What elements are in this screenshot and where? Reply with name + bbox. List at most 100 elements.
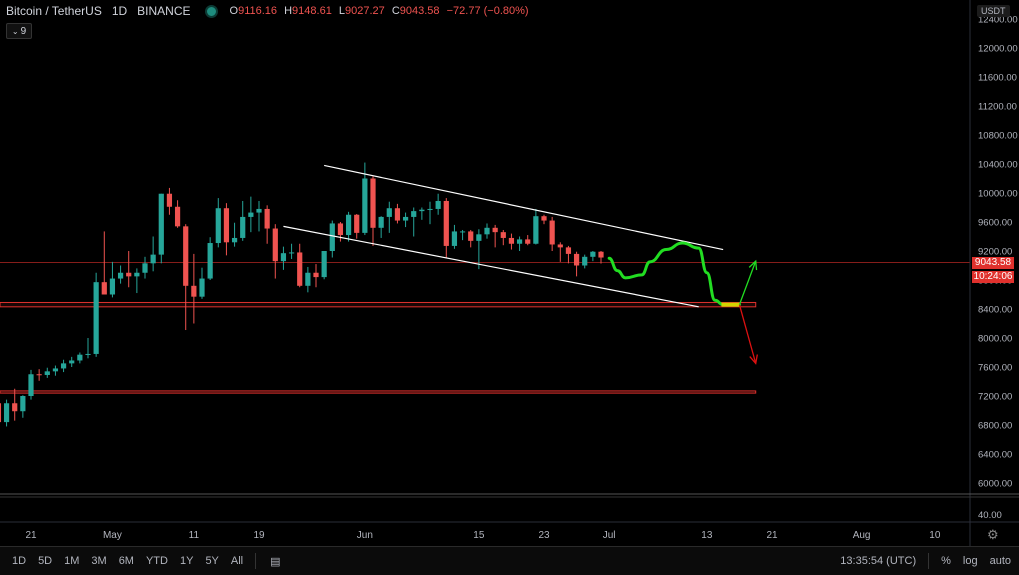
candle-body <box>28 374 34 396</box>
candle-body <box>468 231 474 241</box>
price-tick-label: 6800.00 <box>978 421 1012 432</box>
candle-body <box>402 216 409 221</box>
candle-body <box>240 216 246 238</box>
timeframe-1m[interactable]: 1M <box>64 555 80 567</box>
candle-body <box>166 193 173 207</box>
candle-body <box>0 403 2 423</box>
high-value: 9148.61 <box>292 5 332 17</box>
indicators-toggle-button[interactable]: ⌄ 9 <box>6 23 32 39</box>
candle-body <box>345 214 352 236</box>
timeframe-1y[interactable]: 1Y <box>179 555 194 567</box>
timeframe-5y[interactable]: 5Y <box>205 555 219 567</box>
currency-badge[interactable]: USDT <box>977 5 1010 17</box>
date-tick-label: 10 <box>929 530 941 541</box>
candle-body <box>541 216 547 221</box>
date-range-calendar-icon[interactable]: ▤ <box>270 555 281 568</box>
candle-body <box>533 216 539 244</box>
candle-body <box>85 353 91 355</box>
date-tick-label: 23 <box>538 530 550 541</box>
candle-body <box>476 234 482 241</box>
candle-body <box>60 363 67 369</box>
price-tick-label: 12000.00 <box>978 44 1018 55</box>
candle-body <box>248 212 254 217</box>
price-tick-label: 6400.00 <box>978 450 1012 461</box>
price-tick-label: 10400.00 <box>978 160 1018 171</box>
price-tick-label: 9200.00 <box>978 247 1012 258</box>
candle-body <box>215 208 221 244</box>
candle-body <box>231 237 238 243</box>
candle-body <box>427 208 433 210</box>
candle-body <box>582 256 588 266</box>
candle-body <box>508 237 515 244</box>
candle-body <box>419 209 425 212</box>
timeframe-all[interactable]: All <box>230 555 244 567</box>
utc-clock[interactable]: 13:35:54 (UTC) <box>840 555 917 567</box>
close-value: 9043.58 <box>399 5 440 17</box>
price-tick-label: 9600.00 <box>978 218 1012 229</box>
candle-body <box>378 216 384 228</box>
chevron-down-icon: ⌄ <box>11 26 19 36</box>
candle-body <box>272 228 278 262</box>
indicator-tick-label: 40.00 <box>978 510 1002 521</box>
candle-body <box>20 396 26 412</box>
percent-scale-toggle[interactable]: % <box>941 555 951 567</box>
candle-body <box>223 208 230 243</box>
chart-legend: Bitcoin / TetherUS 1D BINANCE O9116.16 H… <box>6 4 533 18</box>
candle-body <box>134 272 140 277</box>
candle-body <box>3 403 10 423</box>
candle-body <box>370 178 376 228</box>
candle-body <box>297 252 303 286</box>
price-chart[interactable]: 12400.00 12000.00 11600.00 11200.00 10800.00… <box>0 0 1019 546</box>
timeframe-ytd[interactable]: YTD <box>145 555 168 567</box>
candle-body <box>183 226 189 286</box>
support-zone <box>0 301 757 308</box>
candle-body <box>443 200 449 246</box>
candle-body <box>36 374 42 376</box>
candle-body <box>77 354 83 361</box>
price-tick-label: 8000.00 <box>978 334 1012 345</box>
interval-label[interactable]: 1D <box>111 4 128 18</box>
arrow-head <box>749 354 758 365</box>
log-scale-toggle[interactable]: log <box>962 555 978 567</box>
symbol-name[interactable]: Bitcoin / TetherUS <box>6 4 102 18</box>
indicator-count: 9 <box>20 25 27 37</box>
candle-body <box>12 403 18 412</box>
candle-body <box>459 231 466 233</box>
candle-body <box>598 251 604 258</box>
price-tick-label: 11200.00 <box>978 102 1017 113</box>
market-status-icon <box>204 4 218 18</box>
timeframe-6m[interactable]: 6M <box>118 555 134 567</box>
candle-body <box>394 208 401 221</box>
settings-gear-icon[interactable]: ⚙ <box>987 527 999 542</box>
candle-body <box>101 282 107 295</box>
candle-body <box>411 211 417 217</box>
price-tick-label: 7200.00 <box>978 392 1012 403</box>
projection-arrow <box>738 260 757 305</box>
timeframe-3m[interactable]: 3M <box>91 555 107 567</box>
timeframe-5d[interactable]: 5D <box>38 555 53 567</box>
candle-body <box>590 251 596 257</box>
candle-body <box>451 231 458 246</box>
last-price-tag: 9043.58 <box>972 257 1014 269</box>
date-tick-label: 13 <box>701 530 713 541</box>
date-tick-label: Jul <box>603 530 616 541</box>
bottom-toolbar: 1D 5D 1M 3M 6M YTD 1Y 5Y All ▤ 13:35:54 … <box>0 546 1019 575</box>
auto-scale-toggle[interactable]: auto <box>989 555 1011 567</box>
open-key: O <box>229 5 239 17</box>
candle-body <box>549 220 555 245</box>
projection-arrow <box>738 304 757 364</box>
candle-body <box>44 371 50 375</box>
price-tick-label: 11600.00 <box>978 73 1017 84</box>
candle-body <box>525 239 531 244</box>
toolbar-divider <box>255 553 257 569</box>
projection-path <box>607 241 741 307</box>
candle-body <box>93 282 99 354</box>
candle-body <box>516 239 523 244</box>
candle-body <box>158 193 164 255</box>
date-tick-label: May <box>103 530 122 541</box>
timeframe-1d[interactable]: 1D <box>12 555 27 567</box>
low-key: L <box>338 5 345 17</box>
candle-body <box>557 244 563 248</box>
candle-body <box>280 253 287 262</box>
candle-body <box>174 206 181 227</box>
